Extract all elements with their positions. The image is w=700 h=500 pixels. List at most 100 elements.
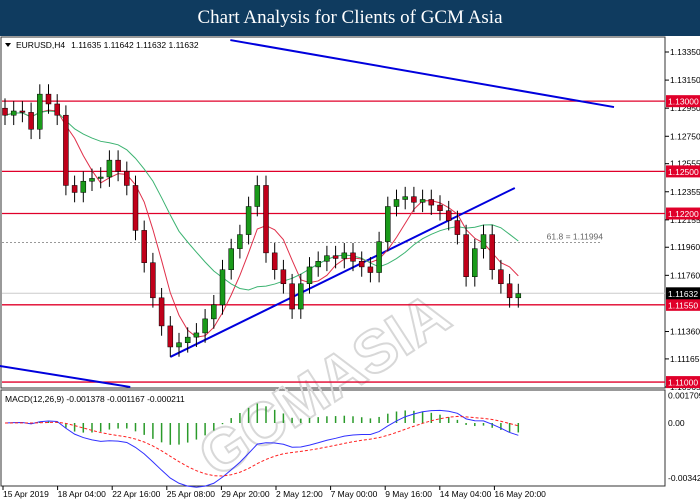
candle-body — [115, 159, 121, 172]
macd-pane-border — [0, 389, 666, 487]
level-price-label-bg — [666, 207, 700, 220]
candle-body — [263, 185, 269, 254]
slow-moving-average — [4, 110, 519, 291]
time-tick-label: 22 Apr 16:00 — [112, 489, 160, 499]
price-tick-label: 1.12750 — [670, 131, 700, 141]
candle-body — [411, 196, 417, 203]
current-price-label: 1.11632 — [668, 289, 698, 299]
trendline — [0, 364, 131, 388]
time-tick-label: 15 Apr 2019 — [3, 489, 49, 499]
candle-body — [63, 114, 69, 186]
candle-body — [489, 234, 495, 270]
price-tick-label: 1.11760 — [670, 270, 700, 280]
candle-body — [10, 110, 17, 116]
price-tick-label: 1.11360 — [670, 327, 700, 337]
candle-body — [350, 252, 356, 262]
candle-body — [176, 342, 182, 348]
candle-body — [71, 185, 78, 193]
chart-title: Chart Analysis for Clients of GCM Asia — [0, 0, 700, 36]
candle-body — [280, 269, 287, 285]
time-tick-label: 25 Apr 08:00 — [167, 489, 215, 499]
candle-body — [289, 283, 295, 310]
candle-body — [385, 206, 391, 242]
candle-body — [515, 293, 522, 299]
dropdown-triangle-icon[interactable] — [5, 43, 11, 47]
candle-body — [454, 220, 461, 235]
candle-body — [124, 171, 130, 186]
candle-body — [480, 234, 487, 249]
candle-body — [245, 206, 252, 235]
price-tick-label: 1.12555 — [670, 159, 700, 169]
trendline — [230, 39, 615, 109]
candle-body — [97, 176, 104, 179]
candle-body — [445, 210, 452, 221]
macd-tick-label: 0.00 — [668, 418, 685, 428]
candle-body — [506, 283, 513, 299]
candle-body — [202, 318, 208, 334]
candle-body — [463, 234, 469, 277]
candle-body — [54, 103, 60, 116]
candle-body — [89, 178, 95, 182]
candle-body — [472, 248, 478, 277]
candle-body — [428, 199, 435, 206]
level-price-label-bg — [666, 95, 700, 108]
candle-body — [271, 252, 278, 270]
candle-body — [306, 266, 313, 285]
level-price-label-bg — [666, 376, 700, 389]
level-price-label-bg — [666, 298, 700, 311]
candle-body — [367, 266, 374, 273]
candle-body — [419, 199, 426, 203]
candle-body — [106, 159, 113, 178]
candle-body — [28, 112, 34, 130]
candle-body — [254, 185, 261, 207]
candle-body — [167, 325, 174, 348]
candle-body — [132, 185, 139, 231]
fibonacci-label: 61.8 = 1.11994 — [547, 231, 604, 241]
candle-body — [237, 234, 243, 249]
candle-body — [19, 110, 26, 113]
candle-body — [184, 336, 191, 344]
candle-body — [211, 304, 217, 320]
macd-signal-line — [4, 415, 519, 477]
price-tick-label: 1.12355 — [670, 187, 700, 197]
main-pane-border — [0, 36, 666, 389]
price-tick-label: 1.13350 — [670, 47, 700, 57]
price-tick-label: 1.13150 — [670, 75, 700, 85]
candle-body — [324, 255, 330, 262]
macd-header: MACD(12,26,9) -0.001378 -0.001167 -0.000… — [5, 394, 185, 404]
macd-line — [4, 409, 519, 488]
current-price-label-bg — [666, 287, 700, 300]
candle-body — [341, 252, 348, 259]
candle-body — [332, 255, 339, 259]
candle-body — [358, 261, 365, 268]
candle-body — [45, 93, 52, 105]
candle-body — [315, 261, 321, 268]
time-tick-label: 18 Apr 04:00 — [58, 489, 106, 499]
candle-body — [80, 180, 87, 193]
candle-body — [376, 241, 382, 273]
level-price-label: 1.11000 — [668, 378, 698, 388]
level-price-label-bg — [666, 165, 700, 178]
time-tick-label: 29 Apr 20:00 — [221, 489, 269, 499]
candle-body — [37, 93, 43, 130]
time-tick-label: 9 May 16:00 — [385, 489, 432, 499]
macd-tick-label: 0.001709 — [668, 391, 700, 401]
level-price-label: 1.13000 — [668, 97, 699, 107]
candle-body — [141, 230, 147, 263]
candle-body — [393, 199, 400, 207]
candle-body — [150, 262, 156, 299]
symbol-header: EURUSD,H4 1.11635 1.11642 1.11632 1.11632 — [16, 40, 199, 50]
time-tick-label: 14 May 04:00 — [440, 489, 492, 499]
candle-body — [158, 297, 165, 327]
candle-body — [193, 332, 200, 338]
macd-tick-label: -0.003423 — [668, 473, 700, 483]
candle-body — [498, 269, 504, 285]
price-tick-label: 1.11960 — [670, 242, 700, 252]
level-price-label: 1.12500 — [668, 167, 699, 177]
price-tick-label: 1.12155 — [670, 215, 700, 225]
candle-body — [2, 107, 8, 116]
price-tick-label: 1.12950 — [670, 103, 700, 113]
time-tick-label: 16 May 20:00 — [494, 489, 546, 499]
candle-body — [402, 196, 408, 200]
time-tick-label: 7 May 00:00 — [331, 489, 378, 499]
